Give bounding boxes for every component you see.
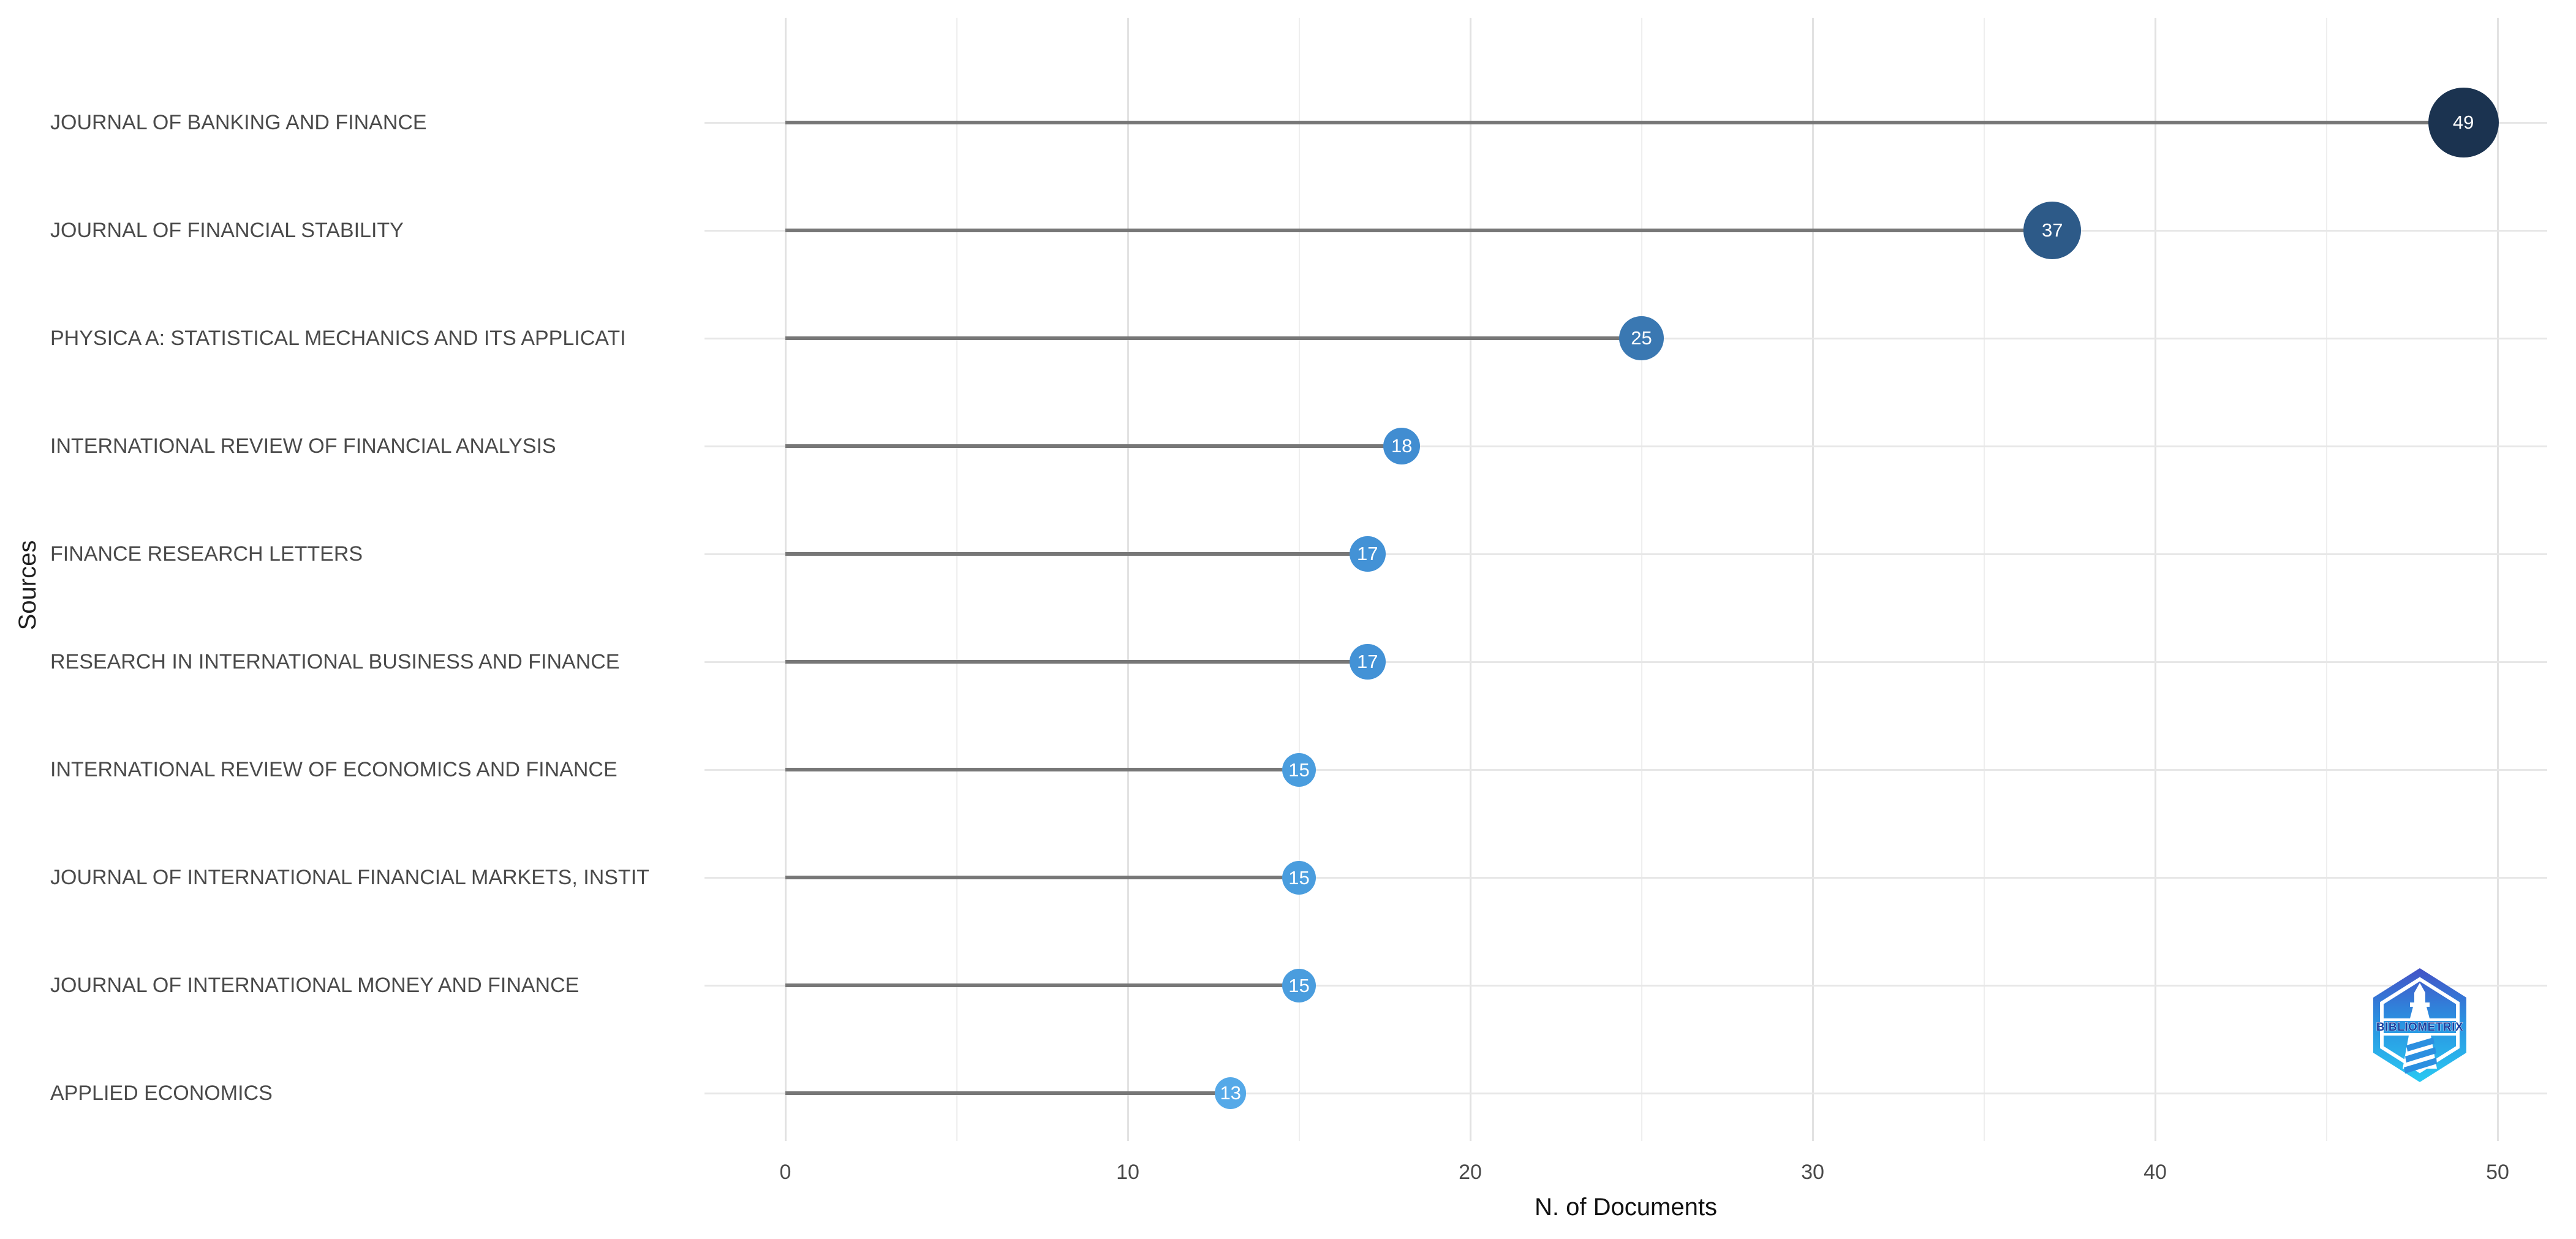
x-tick-label-20: 20 [1459,1161,1482,1184]
gridline-major-x-30 [1811,18,1814,1141]
logo-hexagon [2373,968,2466,1082]
logo-text: BIBLIOMETRIX [2376,1021,2463,1034]
category-label: FINANCE RESEARCH LETTERS [50,542,363,566]
category-label: JOURNAL OF INTERNATIONAL FINANCIAL MARKE… [50,866,649,889]
lollipop-stem [785,876,1299,879]
x-axis-title: N. of Documents [1535,1194,1717,1221]
lollipop-stem [785,660,1368,664]
gridline-row [704,1092,2547,1094]
data-point-dot: 37 [2023,202,2082,259]
y-axis-title: Sources [14,540,41,631]
lollipop-stem [785,444,1402,448]
logo-stripes [2404,1037,2437,1074]
lollipop-stem [785,229,2053,232]
category-label: APPLIED ECONOMICS [50,1082,273,1105]
lollipop-stem [785,768,1299,771]
data-point-dot: 17 [1350,536,1386,572]
gridline-minor-x-45 [2325,18,2327,1141]
lollipop-stem [785,552,1368,556]
gridline-minor-x-15 [1298,18,1300,1141]
logo-inner-hexagon [2380,977,2460,1074]
gridline-major-x-0 [784,18,787,1141]
lollipop-stem [785,1091,1231,1095]
gridline-major-x-50 [2496,18,2499,1141]
gridline-row [704,553,2547,555]
data-point-dot: 17 [1350,643,1386,680]
data-point-dot: 13 [1214,1077,1247,1109]
lollipop-stem [785,983,1299,987]
gridline-major-x-10 [1127,18,1129,1141]
x-tick-label-40: 40 [2144,1161,2167,1184]
gridline-row [704,768,2547,771]
lollipop-stem [785,121,2464,124]
category-label: JOURNAL OF INTERNATIONAL MONEY AND FINAN… [50,974,580,997]
category-label: JOURNAL OF FINANCIAL STABILITY [50,219,404,242]
data-point-dot: 15 [1282,752,1316,787]
data-point-dot: 15 [1282,968,1316,1002]
category-label: PHYSICA A: STATISTICAL MECHANICS AND ITS… [50,327,626,350]
plot-panel: 49 37 25 18 17 17 15 15 15 13 [704,18,2547,1141]
category-label: INTERNATIONAL REVIEW OF FINANCIAL ANALYS… [50,434,556,458]
gridline-minor-x-5 [956,18,958,1141]
x-tick-label-0: 0 [779,1161,791,1184]
data-point-dot: 18 [1383,427,1421,465]
data-point-dot: 49 [2428,87,2499,158]
category-label: RESEARCH IN INTERNATIONAL BUSINESS AND F… [50,650,620,673]
gridline-major-x-40 [2154,18,2156,1141]
data-point-dot: 25 [1619,316,1664,361]
gridline-major-x-20 [1469,18,1471,1141]
bibliometrix-logo-icon: BIBLIOMETRIX [2373,968,2466,1082]
gridline-minor-x-25 [1641,18,1642,1141]
gridline-row [704,661,2547,663]
category-label: JOURNAL OF BANKING AND FINANCE [50,111,427,134]
gridline-minor-x-35 [1983,18,1985,1141]
category-label: INTERNATIONAL REVIEW OF ECONOMICS AND FI… [50,758,618,781]
x-tick-label-30: 30 [1801,1161,1824,1184]
lollipop-stem [785,336,1642,340]
gridline-row [704,876,2547,879]
x-tick-label-50: 50 [2486,1161,2509,1184]
x-tick-label-10: 10 [1116,1161,1139,1184]
gridline-row [704,984,2547,987]
gridline-row [704,445,2547,447]
data-point-dot: 15 [1282,860,1316,895]
